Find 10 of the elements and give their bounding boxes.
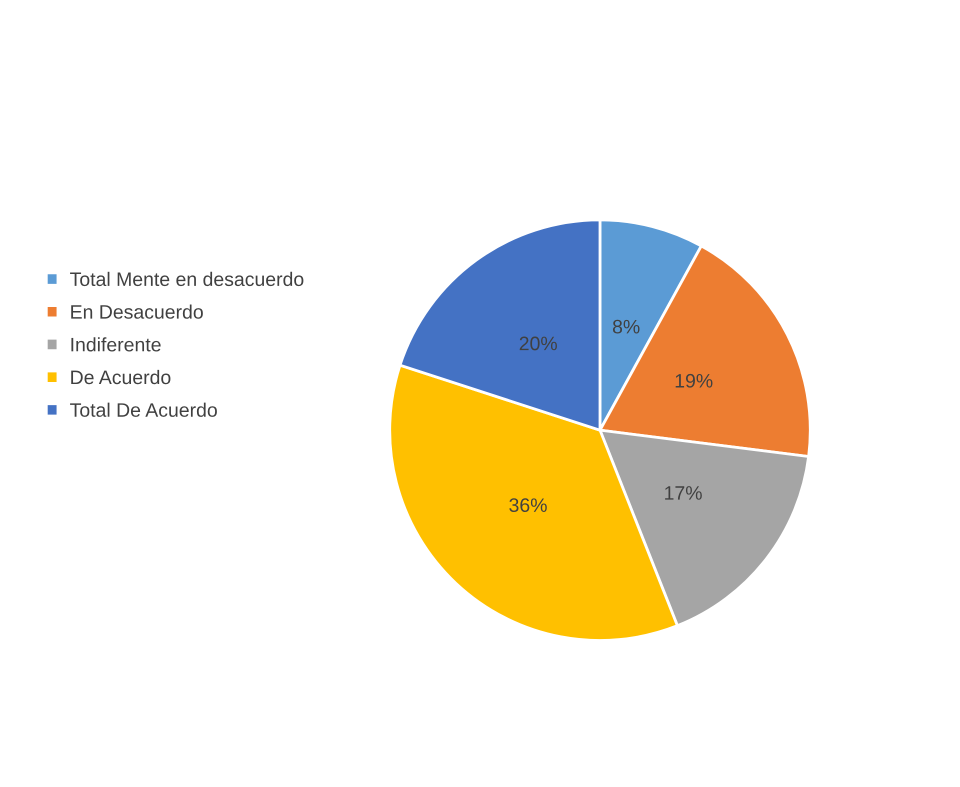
legend-label: De Acuerdo [71,370,170,384]
legend-label: Total Mente en desacuerdo [70,272,304,286]
data-label: 36% [509,498,547,512]
data-label: 20% [520,336,557,350]
legend-label: Indiferente [71,337,161,352]
legend-label: Total De Acuerdo [70,402,217,417]
data-label: 19% [676,374,712,388]
data-label: 17% [665,486,702,500]
data-label: 8% [612,320,640,334]
legend-label: En Desacuerdo [71,304,203,319]
